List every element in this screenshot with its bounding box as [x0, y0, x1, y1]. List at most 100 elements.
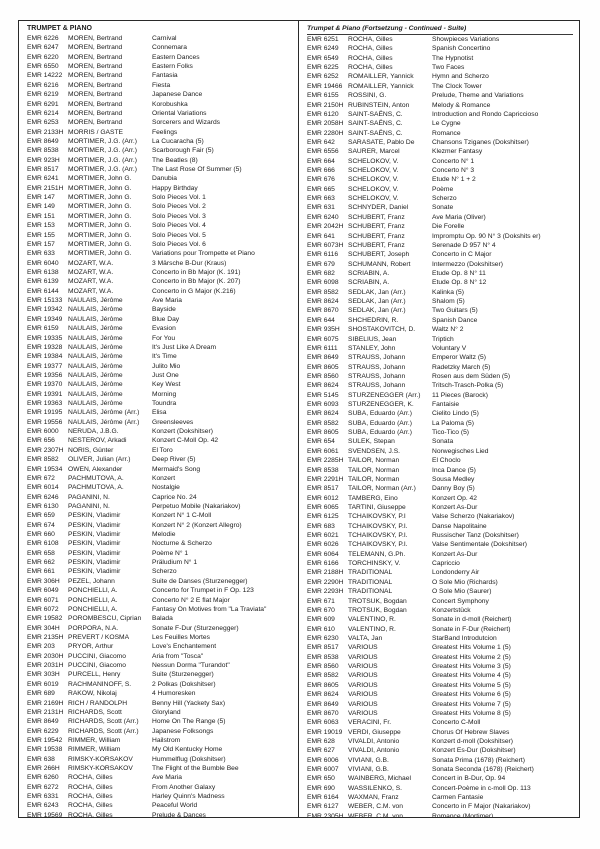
piece-title: Carmen Fantasie — [432, 794, 484, 802]
catalog-row: EMR 2030H PUCCINI, Giacomo Aria from "Tosc… — [27, 652, 294, 661]
piece-title: The Beatles (8) — [152, 156, 198, 164]
composer-name: VARIOUS — [348, 653, 378, 661]
emr-number: EMR 8670 — [307, 307, 339, 315]
emr-number: EMR 2291H — [307, 475, 344, 483]
catalog-row: EMR 155 MORTIMER, John G. Solo Pieces Vol.… — [27, 231, 294, 240]
piece-title: Rosen aus dem Süden (5) — [432, 372, 511, 380]
composer-name: MORTIMER, John G. — [68, 250, 132, 258]
catalog-row: EMR 654 SULEK, Stepan Sonata — [307, 437, 575, 446]
emr-number: EMR 662 — [27, 559, 55, 567]
emr-number: EMR 6291 — [27, 100, 59, 108]
composer-name: VALENTINO, R. — [348, 616, 396, 624]
catalog-row: EMR 19534 OWEN, Alexander Mermaid's Song — [27, 465, 294, 474]
composer-name: MORTIMER, J.G. (Arr.) — [68, 137, 137, 145]
composer-name: SCHELOKOV, V. — [348, 185, 399, 193]
composer-name: VARIOUS — [348, 663, 378, 671]
emr-number: EMR 6249 — [307, 45, 339, 53]
emr-number: EMR 2030H — [27, 652, 64, 660]
piece-title: Greensleeves — [152, 418, 194, 426]
piece-title: Key West — [152, 381, 181, 389]
piece-title: The Hypnotist — [432, 54, 474, 62]
catalog-row: EMR 662 PESKIN, Vladimir Präludium N° 1 — [27, 558, 294, 567]
piece-title: Greatest Hits Volume 3 (5) — [432, 663, 511, 671]
piece-title: Romance (Mortimer) — [432, 812, 494, 817]
composer-name: PESKIN, Vladimir — [68, 540, 121, 548]
emr-number: EMR 2151H — [27, 184, 64, 192]
composer-name: PONCHIELLI, A. — [68, 587, 118, 595]
piece-title: Aria from "Tosca" — [152, 652, 204, 660]
catalog-row: EMR 689 RAKOW, Nikolaj 4 Humoresken — [27, 689, 294, 698]
composer-name: SVENDSEN, J.S. — [348, 447, 401, 455]
catalog-row: EMR 6249 ROCHA, Gilles Spanish Concertino — [307, 44, 575, 53]
piece-title: Londonderry Air — [432, 569, 480, 577]
emr-number: EMR 6014 — [27, 484, 59, 492]
catalog-row: EMR 6230 VALTA, Jan StarBand Introdutcion — [307, 634, 575, 643]
composer-name: SHCHEDRIN, R. — [348, 316, 399, 324]
emr-number: EMR 6556 — [307, 148, 339, 156]
emr-number: EMR 6127 — [307, 803, 339, 811]
piece-title: Scarborough Fair (5) — [152, 147, 214, 155]
composer-name: NAULAIS, Jérôme — [68, 390, 123, 398]
emr-number: EMR 2131H — [27, 708, 64, 716]
emr-number: EMR 2150H — [307, 101, 344, 109]
composer-name: VARIOUS — [348, 672, 378, 680]
composer-name: PESKIN, Vladimir — [68, 549, 121, 557]
piece-title: Sorcerers and Wizards — [152, 119, 221, 127]
composer-name: WAXMAN, Franz — [348, 794, 399, 802]
emr-number: EMR 6093 — [307, 401, 339, 409]
composer-name: PAGANINI, N. — [68, 502, 110, 510]
composer-name: VARIOUS — [348, 681, 378, 689]
catalog-row: EMR 674 PESKIN, Vladimir Konzert N° 2 (Kon… — [27, 521, 294, 530]
piece-title: Deep River (5) — [152, 456, 196, 464]
catalog-row: EMR 8582 SUBA, Eduardo (Arr.) La Paloma (5… — [307, 419, 575, 428]
catalog-row: EMR 6229 RICHARDS, Scott (Arr.) Japanese F… — [27, 727, 294, 736]
composer-name: PUCCINI, Giacomo — [68, 662, 126, 670]
catalog-row: EMR 690 WASSILENKO, S. Concert-Poème in c-… — [307, 784, 575, 793]
catalog-row: EMR 6155 ROSSINI, G. Prelude, Theme and Va… — [307, 91, 575, 100]
composer-name: TAILOR, Norman — [348, 457, 400, 465]
piece-title: Melodie — [152, 531, 176, 539]
catalog-row: EMR 658 PESKIN, Vladimir Poème N° 1 — [27, 549, 294, 558]
composer-name: PONCHIELLI, A. — [68, 605, 118, 613]
catalog-row: EMR 610 VALENTINO, R. Sonate in F-Dur (Rei… — [307, 625, 575, 634]
piece-title: Russischer Tanz (Dokshitser) — [432, 532, 519, 540]
composer-name: STURZENEGGER (Arr.) — [348, 391, 421, 399]
composer-name: PACHMUTOVA, A. — [68, 484, 124, 492]
emr-number: EMR 2031H — [27, 662, 64, 670]
catalog-row: EMR 8582 OLIVER, Julian (Arr.) Deep River … — [27, 455, 294, 464]
catalog-row: EMR 6159 NAULAIS, Jérôme Evasion — [27, 324, 294, 333]
catalog-row: EMR 2042H SCHUBERT, Franz Die Forelle — [307, 222, 575, 231]
catalog-row: EMR 2133H MORRIS / GASTE Feelings — [27, 128, 294, 137]
composer-name: NAULAIS, Jérôme — [68, 315, 123, 323]
emr-number: EMR 644 — [307, 316, 335, 324]
composer-name: PONCHIELLI, A. — [68, 596, 118, 604]
piece-title: Prelude & Dances — [152, 811, 206, 817]
composer-name: ROCHA, Gilles — [68, 793, 113, 801]
emr-number: EMR 6225 — [307, 64, 339, 72]
emr-number: EMR 8624 — [307, 691, 339, 699]
piece-title: Konzert N° 2 (Konzert Allegro) — [152, 521, 242, 529]
composer-name: OLIVER, Julian (Arr.) — [68, 456, 131, 464]
piece-title: Triptich — [432, 335, 454, 343]
emr-number: EMR 6071 — [27, 596, 59, 604]
piece-title: Konzert (Dokshitser) — [152, 428, 213, 436]
emr-number: EMR 6220 — [27, 53, 59, 61]
catalog-row: EMR 644 SHCHEDRIN, R. Spanish Dance — [307, 316, 575, 325]
emr-number: EMR 8624 — [307, 410, 339, 418]
catalog-row: EMR 15133 NAULAIS, Jérôme Ave Maria — [27, 296, 294, 305]
composer-name: SAINT-SAËNS, C. — [348, 129, 403, 137]
composer-name: ROMAILLER, Yannick — [348, 73, 414, 81]
emr-number: EMR 19391 — [27, 390, 63, 398]
piece-title: Feelings — [152, 128, 178, 136]
piece-title: Concerto in Bb Major (K. 191) — [152, 268, 241, 276]
piece-title: Fiesta — [152, 81, 171, 89]
emr-number: EMR 6272 — [27, 783, 59, 791]
emr-number: EMR 303H — [27, 671, 60, 679]
composer-name: VALTA, Jan — [348, 635, 383, 642]
piece-title: Greatest Hits Volume 1 (5) — [432, 644, 511, 652]
piece-title: Norwegisches Lied — [432, 447, 489, 455]
composer-name: RICHARDS, Scott (Arr.) — [68, 727, 139, 735]
composer-name: WEBER, C.M. von — [348, 803, 403, 811]
catalog-row: EMR 2291H TAILOR, Norman Sousa Medley — [307, 475, 575, 484]
piece-title: Danubia — [152, 175, 177, 183]
